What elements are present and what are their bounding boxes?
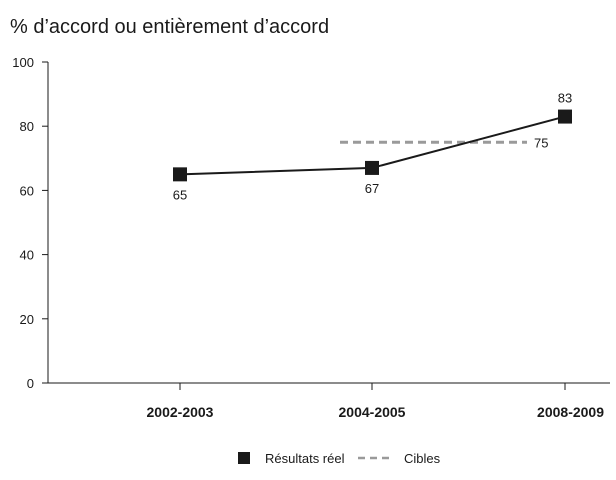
data-label: 75 xyxy=(534,135,548,150)
results-marker xyxy=(365,160,379,175)
axes xyxy=(47,62,610,384)
series-layer: 75 65 67 83 xyxy=(173,91,572,203)
x-tick-label: 2004-2005 xyxy=(339,404,406,420)
y-tick-label: 20 xyxy=(20,312,34,327)
y-ticks: 0 20 40 60 80 100 xyxy=(12,55,48,391)
results-marker xyxy=(558,109,572,124)
x-categories: 2002-2003 2004-2005 2008-2009 xyxy=(147,383,604,420)
y-tick-label: 80 xyxy=(20,119,34,134)
y-tick-label: 40 xyxy=(20,248,34,263)
chart-title: % d’accord ou entièrement d’accord xyxy=(10,16,329,38)
y-tick-label: 0 xyxy=(27,376,34,391)
legend-label-targets: Cibles xyxy=(404,451,441,466)
data-label: 67 xyxy=(365,181,379,196)
x-tick-label: 2008-2009 xyxy=(537,404,604,420)
x-tick-label: 2002-2003 xyxy=(147,404,214,420)
legend-square-icon xyxy=(238,452,250,464)
y-tick-label: 100 xyxy=(12,55,34,70)
legend-label-results: Résultats réel xyxy=(265,451,345,466)
legend: Résultats réel Cibles xyxy=(238,451,441,466)
data-label: 83 xyxy=(558,91,572,106)
data-label: 65 xyxy=(173,187,187,202)
results-marker xyxy=(173,167,187,182)
y-tick-label: 60 xyxy=(20,183,34,198)
